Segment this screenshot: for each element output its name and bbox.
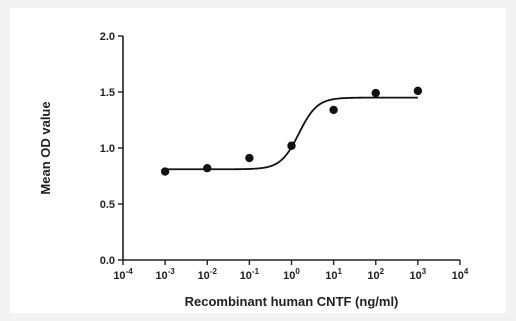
- x-tick-label: 10-3: [155, 267, 175, 282]
- x-tick-exponent: -4: [126, 267, 134, 276]
- x-tick-base: 10: [240, 270, 252, 282]
- x-tick-base: 10: [283, 270, 295, 282]
- x-tick-label: 104: [452, 267, 469, 282]
- x-tick-base: 10: [367, 270, 379, 282]
- x-tick-label: 101: [325, 267, 342, 282]
- data-point: [413, 86, 423, 96]
- data-point: [245, 153, 254, 163]
- x-tick-base: 10: [198, 270, 210, 282]
- x-tick-base: 10: [410, 270, 422, 282]
- data-point: [371, 88, 380, 98]
- data-point: [160, 167, 170, 176]
- x-tick-exponent: 3: [422, 267, 427, 276]
- chart-panel: 10-4 10-3 10-2 10-1 100 101 102 103 104 0.0 0.5 1.…: [10, 8, 506, 313]
- dose-response-chart: 10-4 10-3 10-2 10-1 100 101 102 103 104 0.00.51.…: [38, 31, 469, 309]
- x-tick-base: 10: [155, 270, 167, 282]
- y-axis-title: Mean OD value: [38, 101, 53, 194]
- x-tick-exponent: -2: [210, 267, 218, 276]
- x-tick-base: 10: [452, 270, 464, 282]
- x-tick-exponent: 0: [295, 267, 300, 276]
- x-tick-exponent: -1: [252, 267, 260, 276]
- x-tick-exponent: 1: [338, 267, 343, 276]
- y-tick-label: 0.0: [100, 255, 115, 267]
- x-tick-exponent: -3: [168, 267, 176, 276]
- data-point: [203, 163, 212, 173]
- x-tick-label: 10-4: [113, 267, 133, 282]
- x-tick-label: 10-2: [198, 267, 218, 282]
- data-points: [160, 86, 423, 176]
- x-axis-ticks: 10-4 10-3 10-2 10-1 100 101 102 103 104: [113, 260, 469, 282]
- x-tick-base: 10: [325, 270, 337, 282]
- y-tick-label: 2.0: [100, 31, 115, 43]
- x-tick-exponent: 2: [380, 267, 385, 276]
- data-point: [287, 141, 296, 150]
- y-axis-ticks: 0.0 0.5 1.0 1.5 2.0: [100, 31, 123, 267]
- data-point: [329, 105, 338, 115]
- x-tick-label: 103: [410, 267, 427, 282]
- x-tick-label: 10-1: [240, 267, 260, 282]
- fit-curve: [165, 96, 418, 171]
- x-tick-label: 100: [283, 267, 300, 282]
- x-tick-exponent: 4: [464, 267, 469, 276]
- x-tick-label: 102: [367, 267, 384, 282]
- y-tick-label: 1.5: [100, 87, 115, 99]
- x-tick-base: 10: [113, 270, 125, 282]
- x-axis-title: Recombinant human CNTF (ng/ml): [185, 294, 399, 309]
- y-tick-label: 0.5: [100, 199, 115, 211]
- y-tick-label: 1.0: [100, 143, 115, 155]
